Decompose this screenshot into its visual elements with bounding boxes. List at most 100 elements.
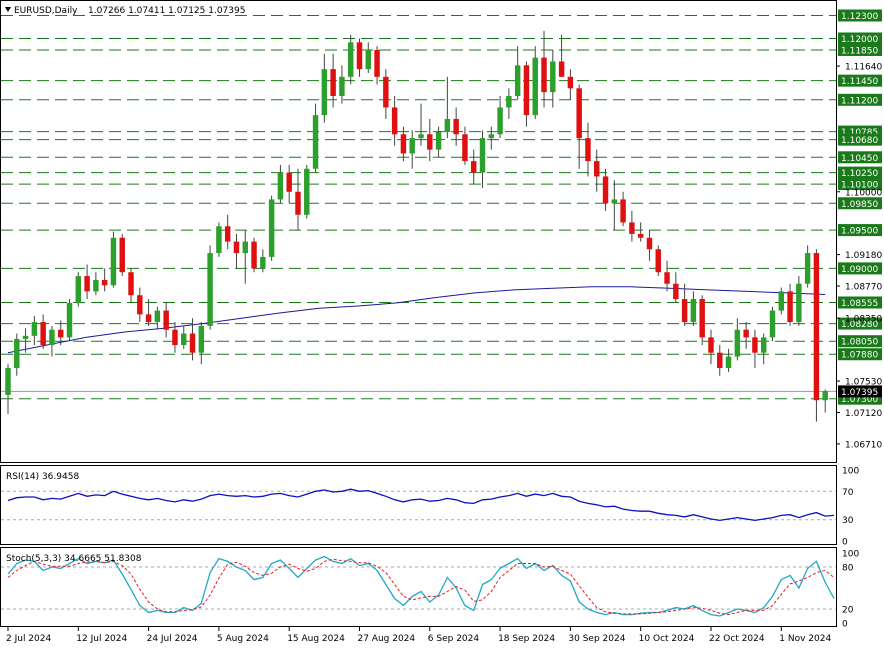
candle-body (567, 76, 574, 89)
oscillator-tick-label: 100 (842, 467, 859, 477)
time-tick-label: 1 Nov 2024 (779, 634, 831, 644)
ma-line (7, 286, 826, 354)
candle-body (760, 337, 767, 353)
candle-body (673, 283, 679, 300)
oscillator-tick-label: 20 (842, 606, 854, 616)
candle-body (365, 49, 372, 70)
price-tick-label: 1.11640 (845, 63, 882, 73)
oscillator-tick-label: 70 (842, 488, 854, 498)
price-tick-label: 1.10000 (845, 188, 882, 198)
candle-body (66, 302, 73, 338)
candle-body (717, 352, 723, 369)
candle-body (233, 241, 240, 254)
candle-body (339, 76, 345, 96)
candle-body (822, 391, 828, 401)
rsi-lines (1, 488, 836, 522)
candle-body (383, 76, 389, 108)
candle-body (769, 310, 776, 338)
candle-body (664, 272, 670, 284)
candle-body (479, 138, 486, 173)
candle-body (637, 233, 644, 238)
time-tick-label: 30 Sep 2024 (568, 634, 625, 644)
candle-body (137, 295, 143, 315)
candle-body (444, 118, 451, 132)
current-price-label: 1.07395 (841, 388, 878, 398)
level-label-bg (838, 43, 882, 56)
time-tick-label: 10 Oct 2024 (639, 634, 695, 644)
level-label: 1.08555 (841, 299, 878, 309)
candle-body (198, 325, 205, 353)
time-tick-label: 24 Jul 2024 (147, 634, 198, 644)
candle-body (453, 118, 459, 135)
time-tick-label: 18 Sep 2024 (498, 634, 555, 644)
level-label-bg (838, 335, 882, 348)
level-label-bg (838, 151, 882, 164)
rsi-axis: 100 70 30 0 (842, 467, 859, 548)
stoch-main-line (7, 555, 835, 617)
collapse-triangle-icon[interactable] (5, 7, 11, 12)
candle-body (31, 322, 38, 336)
candle-body (189, 333, 196, 353)
oscillator-tick-label: 80 (842, 564, 854, 574)
candle-body (119, 237, 125, 273)
candle-body (330, 69, 336, 96)
candle-body (787, 291, 793, 323)
time-tick-label: 5 Aug 2024 (217, 634, 269, 644)
candle-body (409, 138, 415, 154)
time-tick-label: 27 Aug 2024 (357, 634, 415, 644)
candle-body (611, 199, 618, 204)
candle-body (286, 172, 292, 192)
level-label: 1.09850 (841, 200, 878, 210)
candle-body (216, 226, 222, 254)
candle-body (427, 134, 433, 150)
candle-body (40, 322, 46, 346)
level-label-bg (838, 32, 882, 45)
candle-body (22, 335, 29, 339)
moving-average (7, 286, 826, 354)
stoch-panel-frame (0, 547, 837, 627)
time-tick-label: 2 Jul 2024 (6, 634, 51, 644)
candle-body (506, 95, 512, 108)
candle-body (681, 299, 688, 323)
candle-body (743, 329, 749, 338)
stoch-signal-line (7, 558, 835, 616)
candle-body (251, 241, 257, 269)
level-label-bg (838, 317, 882, 330)
candle-body (532, 57, 538, 116)
level-label-bg (838, 348, 882, 361)
price-tick-label: 1.07530 (845, 378, 882, 388)
level-label: 1.12300 (841, 12, 878, 22)
stoch-axis: 100 80 20 0 (842, 550, 859, 630)
candle-body (462, 134, 468, 162)
candle-body (260, 256, 266, 269)
candle-body (646, 237, 653, 250)
candle-body (5, 368, 11, 395)
candle-body (576, 88, 582, 139)
level-label-bg (838, 262, 882, 275)
level-label: 1.10450 (841, 154, 878, 164)
rsi-panel: 100 70 30 0 RSI(14) 36.9458 (0, 465, 859, 548)
candle-body (110, 237, 117, 286)
candle-body (488, 134, 495, 139)
chart-title: EURUSD,Daily (14, 6, 78, 16)
candle-body (699, 299, 705, 338)
level-label: 1.11200 (841, 96, 878, 106)
candle-body (470, 161, 477, 173)
level-label: 1.08050 (841, 338, 878, 348)
candle-body (690, 299, 697, 323)
level-label-bg (838, 166, 882, 179)
candle-body (435, 131, 442, 150)
level-label-bg (838, 93, 882, 106)
level-label: 1.12000 (841, 35, 878, 45)
candle-body (796, 283, 802, 323)
candle-body (172, 329, 178, 346)
level-label: 1.08280 (841, 320, 878, 330)
candle-body (558, 61, 565, 77)
horizontal-levels (1, 14, 836, 400)
level-label: 1.07300 (841, 395, 878, 405)
price-tick-label: 1.08770 (845, 283, 882, 293)
rsi-line (7, 488, 835, 522)
candle-body (400, 134, 407, 154)
